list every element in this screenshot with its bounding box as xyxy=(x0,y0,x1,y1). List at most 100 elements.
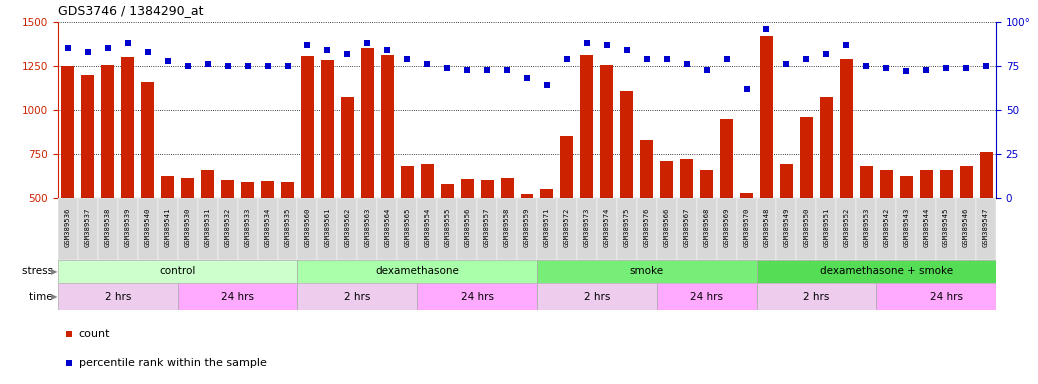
Text: GSM389534: GSM389534 xyxy=(265,207,271,247)
Text: GSM389540: GSM389540 xyxy=(145,207,151,247)
Text: GSM389547: GSM389547 xyxy=(983,207,989,247)
Point xyxy=(578,40,595,46)
Text: GSM389562: GSM389562 xyxy=(345,207,351,247)
Bar xyxy=(218,198,238,260)
Text: 24 hrs: 24 hrs xyxy=(690,291,723,301)
Bar xyxy=(537,283,657,310)
Text: ▶: ▶ xyxy=(51,267,57,276)
Bar xyxy=(640,140,653,198)
Text: count: count xyxy=(79,329,110,339)
Bar xyxy=(477,198,497,260)
Text: GSM389567: GSM389567 xyxy=(684,207,689,247)
Text: GSM389559: GSM389559 xyxy=(524,207,530,247)
Bar xyxy=(161,176,174,198)
Bar xyxy=(776,198,796,260)
Point xyxy=(419,61,436,67)
Text: ▶: ▶ xyxy=(51,292,57,301)
Bar xyxy=(976,198,996,260)
Text: GSM389538: GSM389538 xyxy=(105,207,111,247)
Bar xyxy=(936,198,956,260)
Text: GSM389533: GSM389533 xyxy=(245,207,250,247)
Bar xyxy=(820,97,832,198)
Bar xyxy=(102,65,114,198)
Point xyxy=(199,61,216,67)
Bar xyxy=(141,82,155,198)
Point xyxy=(459,66,475,73)
Point xyxy=(898,68,914,74)
Text: dexamethasone: dexamethasone xyxy=(376,266,459,276)
Point xyxy=(937,65,954,71)
Text: dexamethasone + smoke: dexamethasone + smoke xyxy=(820,266,953,276)
Point xyxy=(59,45,76,51)
Point xyxy=(61,331,78,337)
Text: GSM389552: GSM389552 xyxy=(843,207,849,247)
Point xyxy=(339,51,356,57)
Bar xyxy=(796,198,816,260)
Bar xyxy=(917,198,936,260)
Bar xyxy=(262,181,274,198)
Point xyxy=(758,26,774,32)
Text: GSM389546: GSM389546 xyxy=(963,207,969,247)
Text: 2 hrs: 2 hrs xyxy=(583,291,610,301)
Bar xyxy=(760,36,773,198)
Point xyxy=(139,49,156,55)
Bar xyxy=(896,198,917,260)
Point xyxy=(80,49,97,55)
Text: GSM389536: GSM389536 xyxy=(65,207,71,247)
Bar xyxy=(241,182,254,198)
Text: 24 hrs: 24 hrs xyxy=(221,291,254,301)
Text: GSM389541: GSM389541 xyxy=(165,207,171,247)
Bar xyxy=(537,260,757,283)
Bar xyxy=(837,198,856,260)
Bar xyxy=(158,198,177,260)
Text: GSM389548: GSM389548 xyxy=(764,207,769,247)
Bar xyxy=(182,178,194,198)
Bar xyxy=(716,198,737,260)
Point xyxy=(260,63,276,69)
Text: GSM389558: GSM389558 xyxy=(504,207,510,247)
Point xyxy=(100,45,116,51)
Bar xyxy=(617,198,636,260)
Bar xyxy=(880,170,893,198)
Point xyxy=(738,86,755,92)
Text: GSM389545: GSM389545 xyxy=(944,207,949,247)
Bar xyxy=(441,184,454,198)
Bar xyxy=(298,283,417,310)
Bar xyxy=(561,136,573,198)
Bar xyxy=(657,198,677,260)
Bar xyxy=(497,198,517,260)
Text: GSM389550: GSM389550 xyxy=(803,207,810,247)
Bar xyxy=(757,198,776,260)
Text: GSM389571: GSM389571 xyxy=(544,207,550,247)
Text: GSM389537: GSM389537 xyxy=(85,207,91,247)
Bar xyxy=(636,198,657,260)
Text: GSM389556: GSM389556 xyxy=(464,207,470,247)
Point xyxy=(558,56,575,62)
Bar xyxy=(201,170,214,198)
Text: 24 hrs: 24 hrs xyxy=(930,291,962,301)
Text: GSM389549: GSM389549 xyxy=(784,207,790,247)
Bar xyxy=(520,194,534,198)
Text: GSM389560: GSM389560 xyxy=(304,207,310,247)
Point xyxy=(539,82,555,88)
Bar xyxy=(197,198,218,260)
Bar xyxy=(780,164,793,198)
Point xyxy=(160,58,176,64)
Point xyxy=(359,40,376,46)
Point xyxy=(699,66,715,73)
Text: GSM389576: GSM389576 xyxy=(644,207,650,247)
Point xyxy=(818,51,835,57)
Text: time: time xyxy=(29,291,56,301)
Bar xyxy=(378,198,398,260)
Point xyxy=(778,61,795,67)
Bar xyxy=(920,170,932,198)
Bar xyxy=(337,198,357,260)
Bar xyxy=(58,283,177,310)
Bar xyxy=(81,75,94,198)
Bar xyxy=(177,198,197,260)
Bar xyxy=(900,176,912,198)
Bar xyxy=(660,161,674,198)
Text: GSM389551: GSM389551 xyxy=(823,207,829,247)
Point xyxy=(119,40,136,46)
Bar xyxy=(281,182,294,198)
